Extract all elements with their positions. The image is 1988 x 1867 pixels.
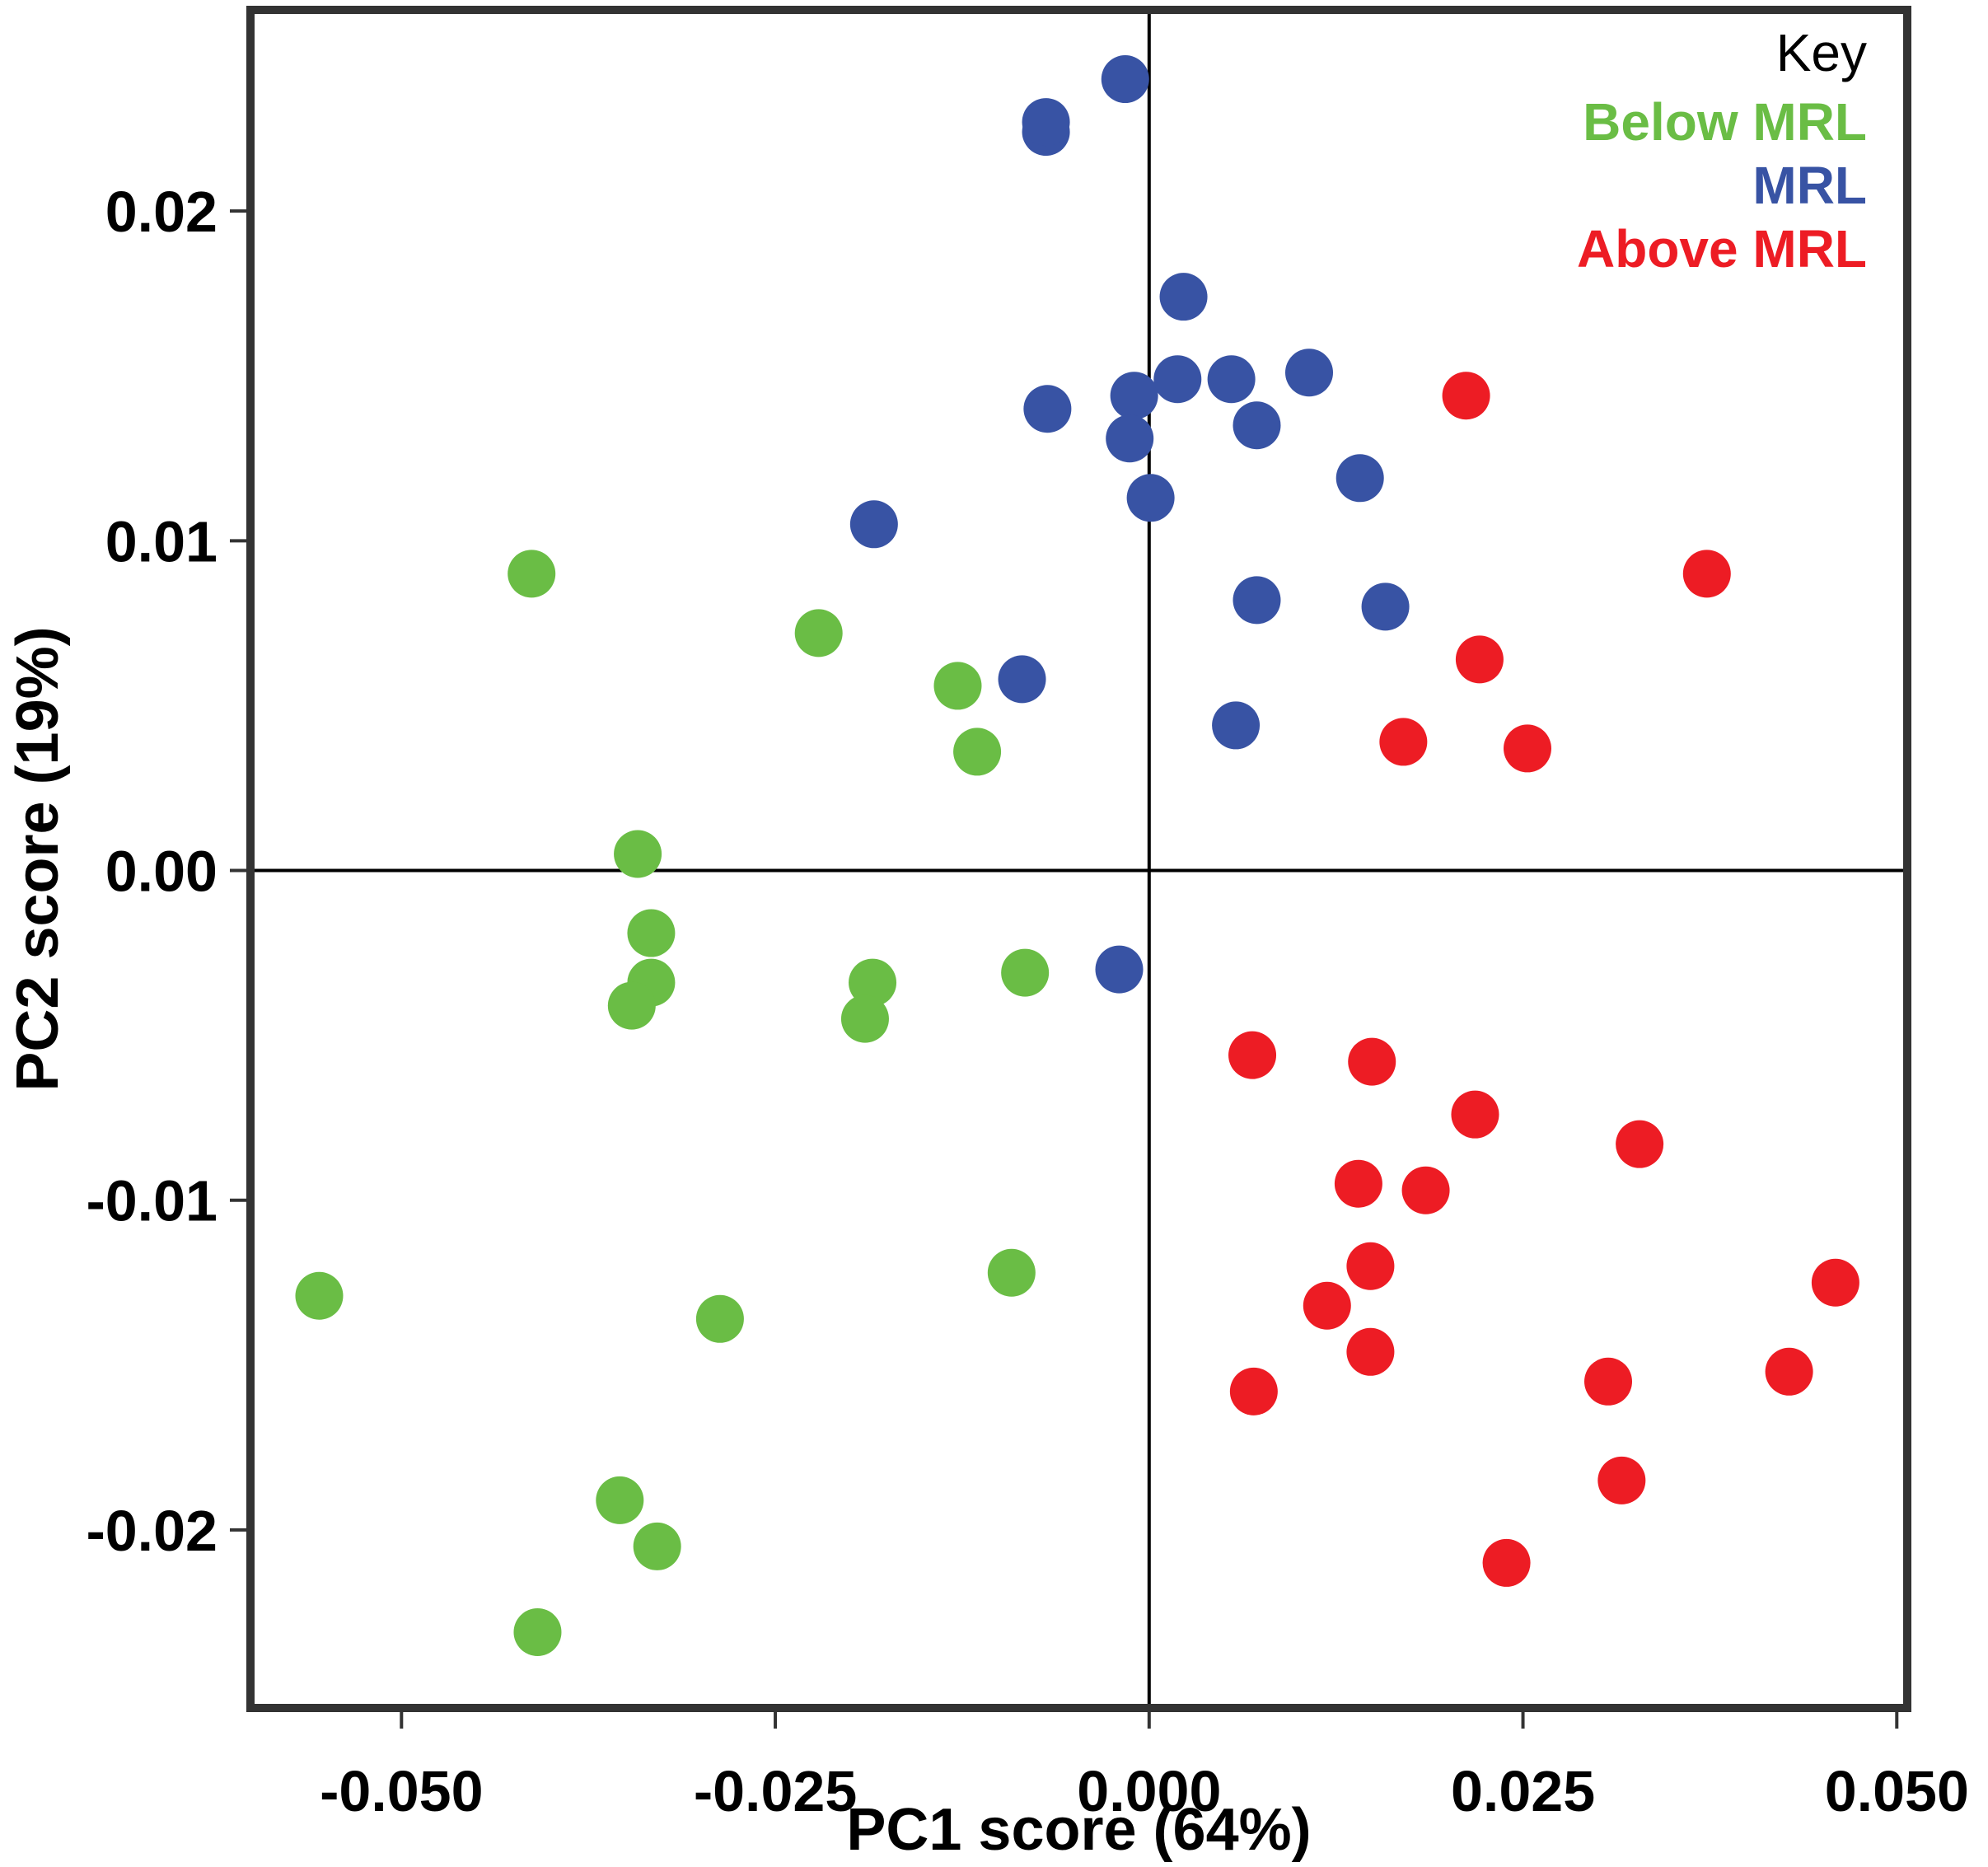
data-point	[1811, 1258, 1859, 1307]
legend-entry: MRL	[1752, 156, 1867, 215]
data-point	[1584, 1357, 1633, 1406]
legend-entry: Above MRL	[1577, 219, 1867, 278]
data-point	[1346, 1327, 1395, 1376]
y-tick-label: -0.02	[86, 1499, 218, 1563]
data-point	[1023, 385, 1072, 433]
data-point	[513, 1607, 562, 1656]
x-tick-label: 0.025	[1451, 1759, 1595, 1823]
y-tick-label: 0.02	[105, 180, 218, 244]
x-axis-title: PC1 score (64%)	[846, 1797, 1311, 1863]
y-tick-label: 0.01	[105, 509, 218, 573]
data-point	[1285, 349, 1334, 397]
zero-lines	[250, 10, 1907, 1708]
data-point	[1212, 701, 1261, 750]
data-point	[1334, 1159, 1382, 1208]
data-point	[1153, 355, 1202, 404]
data-point	[1106, 414, 1154, 463]
data-point	[953, 728, 1002, 776]
x-tick-label: 0.000	[1077, 1759, 1221, 1823]
data-point	[596, 1476, 644, 1524]
data-point	[1451, 1090, 1499, 1139]
x-tick-label: -0.025	[694, 1759, 857, 1823]
data-point	[1597, 1456, 1646, 1504]
data-point	[840, 994, 889, 1043]
data-point	[1361, 583, 1410, 631]
data-point	[1126, 474, 1175, 522]
data-point	[1207, 355, 1256, 404]
data-point	[1379, 718, 1428, 766]
data-point	[1233, 401, 1281, 450]
data-points	[295, 55, 1859, 1656]
data-point	[998, 655, 1046, 704]
data-point	[1765, 1347, 1813, 1396]
data-point	[695, 1294, 744, 1343]
data-point	[1159, 273, 1208, 321]
data-point	[607, 981, 656, 1030]
data-point	[1110, 372, 1158, 420]
data-point	[1228, 1031, 1277, 1079]
series-above-mrl	[1228, 372, 1859, 1587]
data-point	[849, 500, 898, 549]
y-tick-label: 0.00	[105, 840, 218, 904]
data-point	[633, 1522, 681, 1570]
data-point	[1482, 1538, 1531, 1587]
data-point	[933, 662, 982, 710]
data-point	[1455, 635, 1504, 684]
x-tick-label: 0.050	[1825, 1759, 1969, 1823]
data-point	[1616, 1120, 1664, 1168]
data-point	[794, 609, 843, 657]
data-point	[1503, 724, 1551, 773]
data-point	[1303, 1281, 1351, 1330]
data-point	[987, 1248, 1036, 1297]
data-point	[1022, 98, 1070, 147]
y-axis-ticks: 0.02 0.01 0.00 -0.01 -0.02	[86, 180, 246, 1563]
x-axis-ticks: -0.050 -0.025 0.000 0.025 0.050	[320, 1712, 1969, 1823]
data-point	[508, 550, 556, 598]
data-point	[1335, 454, 1384, 503]
series-below-mrl	[295, 550, 1050, 1656]
plot-frame	[246, 6, 1911, 1712]
data-point	[1101, 55, 1149, 104]
data-point	[1095, 945, 1144, 994]
data-point	[1229, 1367, 1278, 1415]
data-point	[614, 830, 662, 878]
data-point	[1401, 1166, 1450, 1214]
data-point	[1346, 1242, 1395, 1290]
data-point	[1233, 576, 1281, 625]
y-axis-title: PC2 score (19%)	[5, 626, 71, 1091]
data-point	[1001, 948, 1050, 997]
series-mrl	[849, 55, 1410, 994]
data-point	[1348, 1037, 1396, 1086]
data-point	[295, 1271, 344, 1320]
x-tick-label: -0.050	[320, 1759, 483, 1823]
data-point	[1682, 550, 1731, 598]
y-tick-label: -0.01	[86, 1169, 218, 1233]
legend-title: Key	[1776, 23, 1867, 82]
data-point	[1442, 372, 1490, 420]
data-point	[849, 958, 897, 1007]
data-point	[627, 909, 676, 957]
legend-entry: Below MRL	[1583, 92, 1867, 152]
